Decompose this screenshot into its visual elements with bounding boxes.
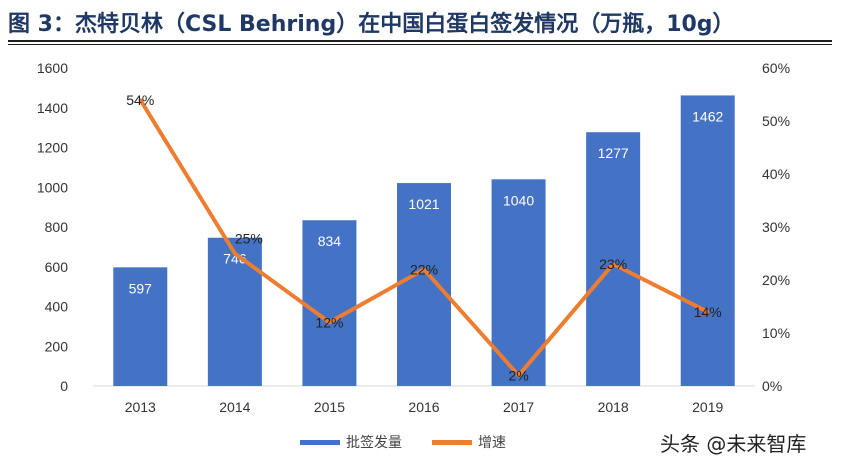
x-tick-label: 2013 — [125, 399, 156, 415]
growth-point — [706, 310, 710, 314]
growth-point — [138, 98, 142, 102]
y-right-tick-label: 30% — [762, 219, 790, 235]
growth-value-label: 22% — [410, 261, 438, 277]
y-left-tick-label: 1400 — [37, 100, 68, 116]
chart-title: 图 3：杰特贝林（CSL Behring）在中国白蛋白签发情况（万瓶，10g） — [8, 12, 735, 37]
x-tick-label: 2017 — [503, 399, 534, 415]
growth-point — [327, 320, 331, 324]
growth-value-label: 23% — [599, 256, 627, 272]
y-left-tick-label: 1200 — [37, 140, 68, 156]
y-left-tick-label: 0 — [60, 378, 68, 394]
bar-value-label: 1462 — [692, 108, 723, 124]
bar-value-label: 1277 — [598, 145, 629, 161]
bar-value-label: 597 — [129, 280, 153, 296]
x-tick-label: 2016 — [408, 399, 439, 415]
y-right-tick-label: 20% — [762, 272, 790, 288]
legend-swatch-bar — [300, 439, 340, 445]
y-left-tick-label: 1600 — [37, 60, 68, 76]
growth-value-label: 2% — [508, 367, 528, 383]
bar-value-label: 834 — [318, 233, 342, 249]
growth-value-label: 54% — [126, 92, 154, 108]
bar — [207, 237, 262, 386]
bar — [397, 183, 451, 386]
y-left-tick-label: 800 — [45, 219, 69, 235]
bar — [302, 220, 357, 386]
growth-value-label: 14% — [694, 304, 722, 320]
y-left-tick-label: 200 — [45, 338, 69, 354]
growth-point — [422, 267, 426, 271]
y-right-tick-label: 60% — [762, 60, 790, 76]
bar — [680, 95, 735, 387]
growth-point — [233, 252, 237, 255]
bar — [586, 132, 641, 386]
y-right-tick-label: 50% — [762, 113, 790, 129]
bar-value-label: 1040 — [503, 192, 534, 208]
watermark: 头条 @未来智库 — [660, 432, 807, 456]
growth-value-label: 12% — [315, 314, 343, 330]
y-right-tick-label: 0% — [762, 378, 782, 394]
legend: 批签发量 增速 — [300, 432, 506, 452]
x-tick-label: 2014 — [219, 399, 250, 415]
bar-value-label: 1021 — [408, 196, 439, 212]
y-right-tick-label: 10% — [762, 325, 790, 341]
x-tick-label: 2019 — [692, 399, 723, 415]
title-rule-thin — [8, 44, 832, 45]
x-tick-label: 2018 — [598, 399, 629, 415]
y-right-tick-label: 40% — [762, 166, 790, 182]
y-left-tick-label: 400 — [45, 299, 69, 315]
growth-point — [517, 373, 521, 377]
bar — [113, 267, 168, 386]
legend-label-bar: 批签发量 — [346, 435, 402, 451]
bar-value-label: 746 — [223, 251, 247, 267]
growth-value-label: 25% — [235, 231, 263, 247]
growth-point — [611, 262, 615, 266]
title-rule — [8, 40, 832, 42]
legend-label-line: 增速 — [478, 435, 506, 451]
y-left-tick-label: 1000 — [37, 179, 68, 195]
y-left-tick-label: 600 — [45, 259, 69, 275]
legend-swatch-line — [432, 439, 472, 445]
x-tick-label: 2015 — [314, 399, 345, 415]
